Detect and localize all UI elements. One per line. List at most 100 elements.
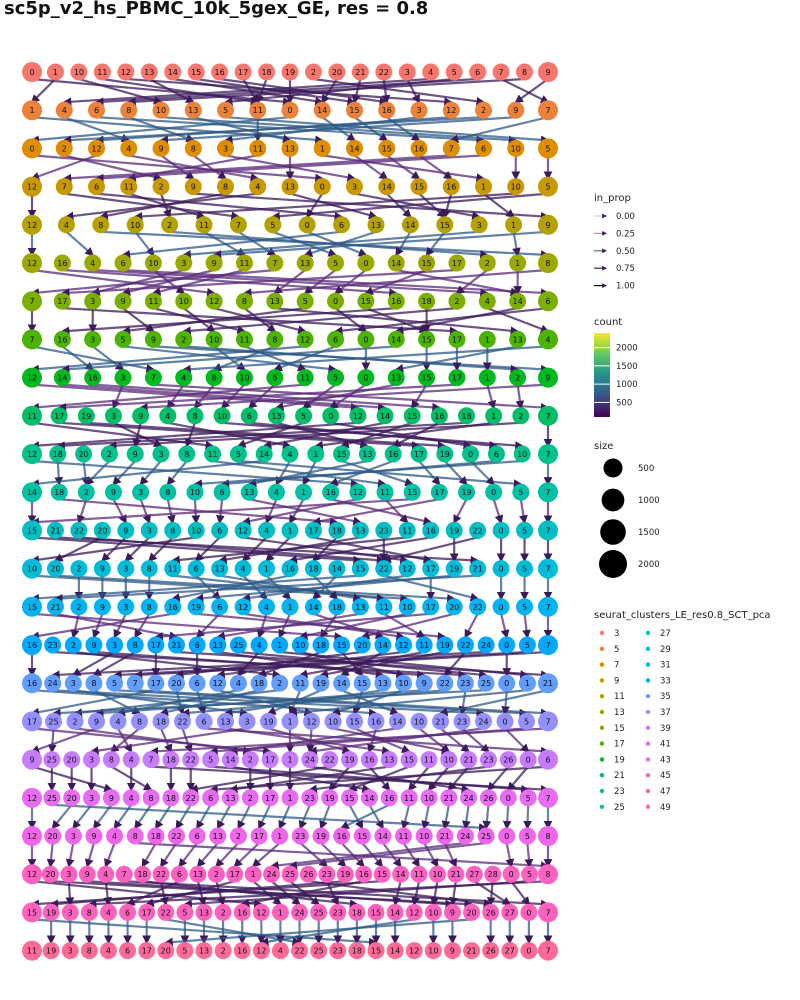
cluster-node-label: 7 <box>236 221 241 230</box>
cluster-node-label: 1 <box>278 908 283 917</box>
cluster-node <box>22 176 42 197</box>
cluster-node-label: 14 <box>513 297 523 306</box>
edge-arrow <box>104 842 116 868</box>
cluster-node <box>499 789 517 807</box>
cluster-node-label: 3 <box>123 565 128 574</box>
cluster-node-label: 9 <box>212 259 217 268</box>
cluster-node <box>357 254 375 272</box>
cluster-node-label: 1 <box>287 794 292 803</box>
cluster-node-label: 4 <box>274 488 279 497</box>
edge-arrow <box>257 613 268 639</box>
cluster-node <box>482 903 500 921</box>
legend-count-label: 2000 <box>616 344 638 354</box>
cluster-node-label: 18 <box>332 526 342 535</box>
cluster-node-label: 15 <box>337 450 347 459</box>
cluster-node-label: 1 <box>313 450 318 459</box>
cluster-node <box>410 445 428 463</box>
cluster-node-label: 6 <box>272 374 277 383</box>
cluster-node-label: 7 <box>122 870 127 879</box>
cluster-node-label: 18 <box>316 641 326 650</box>
cluster-node <box>360 789 378 807</box>
cluster-node-label: 6 <box>217 603 222 612</box>
cluster-node-label: 14 <box>259 450 269 459</box>
cluster-node-label: 2 <box>485 259 490 268</box>
cluster-node <box>120 139 138 157</box>
cluster-node <box>120 101 138 119</box>
cluster-node-label: 3 <box>352 183 357 192</box>
cluster-node-label: 7 <box>449 144 454 153</box>
cluster-node-label: 3 <box>147 526 152 535</box>
cluster-node-label: 0 <box>363 335 368 344</box>
cluster-node <box>465 865 483 883</box>
cluster-node <box>178 445 196 463</box>
edge-arrow <box>266 689 322 715</box>
cluster-node-label: 3 <box>90 297 95 306</box>
cluster-node-label: 3 <box>68 947 73 956</box>
edge-arrow <box>30 459 265 488</box>
edge-arrow <box>215 842 240 868</box>
cluster-node <box>518 674 536 692</box>
cluster-node-label: 21 <box>464 756 474 765</box>
cluster-node <box>395 636 413 654</box>
cluster-node <box>373 865 391 883</box>
cluster-node <box>22 253 42 273</box>
edge-arrow <box>62 77 431 107</box>
edge-arrow <box>30 574 361 603</box>
cluster-node <box>357 330 375 348</box>
legend-cluster-swatch <box>645 725 651 730</box>
edge-arrow <box>418 192 447 218</box>
cluster-node-label: 14 <box>317 106 327 115</box>
cluster-node <box>392 865 410 883</box>
cluster-node <box>140 63 158 81</box>
legend-size-circle <box>603 458 623 478</box>
cluster-node-label: 1 <box>29 106 34 115</box>
edge-arrow <box>269 841 466 870</box>
edge-arrow <box>395 231 412 257</box>
cluster-node <box>538 673 558 694</box>
cluster-node-label: 3 <box>66 870 71 879</box>
cluster-node <box>164 521 182 539</box>
cluster-node-label: 10 <box>191 526 201 535</box>
cluster-node <box>92 216 110 234</box>
cluster-node <box>187 598 205 616</box>
cluster-node-label: 6 <box>177 870 182 879</box>
edge-arrow <box>308 765 489 794</box>
cluster-node <box>84 292 102 310</box>
edge-arrow <box>30 116 291 145</box>
legend-cluster-swatch <box>599 773 605 778</box>
cluster-node-label: 9 <box>109 794 114 803</box>
cluster-node <box>22 826 42 846</box>
cluster-node-label: 17 <box>265 756 275 765</box>
edge-arrow <box>225 116 550 145</box>
cluster-node <box>400 789 418 807</box>
cluster-node <box>440 751 458 769</box>
cluster-node-label: 14 <box>382 183 392 192</box>
cluster-node <box>132 483 150 501</box>
edge-arrow <box>237 804 252 830</box>
legend-cluster-label: 21 <box>614 771 625 781</box>
cluster-node-label: 6 <box>208 794 213 803</box>
cluster-node <box>456 827 474 845</box>
cluster-node <box>430 483 448 501</box>
edge-arrow <box>96 192 344 221</box>
cluster-node <box>152 178 170 196</box>
cluster-node <box>93 521 111 539</box>
edge-arrow <box>288 841 487 870</box>
cluster-node-label: 0 <box>363 374 368 383</box>
cluster-node <box>469 598 487 616</box>
cluster-node <box>258 63 276 81</box>
cluster-node <box>410 865 428 883</box>
cluster-node <box>498 636 516 654</box>
cluster-node <box>100 445 118 463</box>
cluster-node-label: 11 <box>253 144 263 153</box>
cluster-node-label: 6 <box>94 106 99 115</box>
cluster-node-label: 14 <box>332 565 342 574</box>
cluster-node <box>97 865 115 883</box>
cluster-node <box>442 139 460 157</box>
cluster-node-label: 8 <box>522 68 527 77</box>
cluster-node-label: 16 <box>57 335 67 344</box>
legend-in-prop-label: 0.25 <box>616 229 635 239</box>
cluster-node <box>63 789 81 807</box>
cluster-node <box>492 560 510 578</box>
cluster-node <box>430 407 448 425</box>
